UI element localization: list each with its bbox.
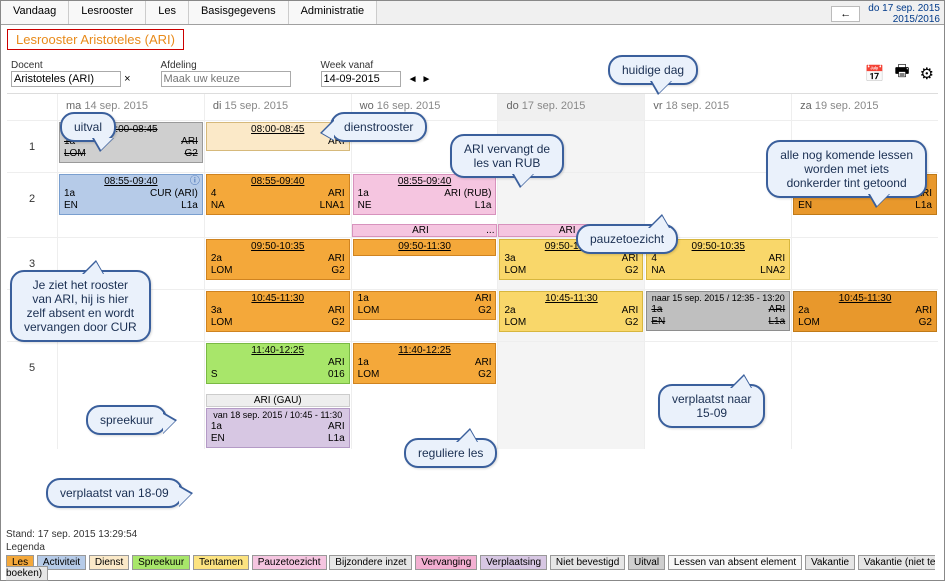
timetable-cell: [791, 238, 938, 289]
clear-docent-icon[interactable]: ×: [124, 73, 130, 85]
calendar-icon[interactable]: 📅: [865, 64, 885, 84]
legend-swatch: Niet bevestigd: [550, 555, 625, 570]
menu-tab-lesrooster[interactable]: Lesrooster: [69, 1, 146, 24]
legend-swatch: Tentamen: [193, 555, 249, 570]
day-header-row: ma 14 sep. 2015 di 15 sep. 2015 wo 16 se…: [7, 94, 938, 120]
week-input[interactable]: [321, 71, 401, 87]
legend-swatch: Uitval: [628, 555, 665, 570]
legend: Legenda Les Activiteit Dienst Spreekuur …: [6, 542, 939, 579]
settings-gear-icon[interactable]: ⚙: [920, 64, 934, 84]
afdeling-select[interactable]: [161, 71, 291, 87]
timetable-cell: 09:50-10:352aARILOMG2: [204, 238, 351, 289]
info-icon[interactable]: ⓘ: [190, 176, 200, 188]
period-number: 1: [7, 121, 57, 172]
timetable-cell: 10:45-11:302aARILOMG2: [497, 290, 644, 341]
timetable-row: 5 11:40-12:25ARIS01611:40-12:251aARILOMG2: [7, 341, 938, 393]
timetable-cell: [57, 342, 204, 393]
header-date: do 17 sep. 2015: [868, 3, 940, 14]
callout-uitval: uitval: [60, 112, 116, 142]
period-number: 5: [7, 342, 57, 393]
timetable-cell: 11:40-12:25ARIS016: [204, 342, 351, 393]
menu-tab-vandaag[interactable]: Vandaag: [1, 1, 69, 24]
lesson[interactable]: 08:55-09:401aARI (RUB)NEL1a: [353, 174, 497, 215]
legend-swatch: Lessen van absent element: [668, 555, 802, 570]
lesson[interactable]: 09:50-10:352aARILOMG2: [206, 239, 350, 280]
docent-input[interactable]: [11, 71, 121, 87]
legend-swatch: Dienst: [89, 555, 129, 570]
callout-huidigedag: huidige dag: [608, 55, 698, 85]
afdeling-label: Afdeling: [161, 60, 291, 71]
legend-swatch: Vervanging: [415, 555, 477, 570]
menu-tab-basisgegevens[interactable]: Basisgegevens: [189, 1, 289, 24]
legend-label: Legenda: [6, 542, 45, 553]
lesson[interactable]: 11:40-12:251aARILOMG2: [353, 343, 497, 384]
back-button[interactable]: ←: [831, 6, 860, 22]
print-icon[interactable]: 🖶: [895, 60, 910, 87]
lesson[interactable]: 09:50-11:30: [353, 239, 497, 256]
lesson[interactable]: 10:45-11:302aARILOMG2: [499, 291, 643, 332]
callout-arivervangt: ARI vervangt de les van RUB: [450, 134, 564, 178]
timetable-cell: naar 15 sep. 2015 / 12:35 - 13:201aARIEN…: [644, 290, 791, 341]
day-header-do: do 17 sep. 2015: [497, 94, 644, 120]
top-menu: Vandaag Lesrooster Les Basisgegevens Adm…: [1, 1, 944, 25]
timetable-cell: 08:55-09:401aARI (RUB)NEL1a: [351, 173, 498, 224]
lesson[interactable]: 10:45-11:302aARILOMG2: [793, 291, 937, 332]
timestamp: Stand: 17 sep. 2015 13:29:54: [6, 529, 939, 540]
timetable-cell: 1aARILOMG2: [351, 290, 498, 341]
callout-reguliere: reguliere les: [404, 438, 497, 468]
footer: Stand: 17 sep. 2015 13:29:54 Legenda Les…: [6, 529, 939, 579]
day-header-za: za 19 sep. 2015: [791, 94, 938, 120]
timetable-cell: 10:45-11:302aARILOMG2: [791, 290, 938, 341]
week-next-icon[interactable]: ►: [421, 74, 431, 85]
day-header-di: di 15 sep. 2015: [204, 94, 351, 120]
callout-spreekuur: spreekuur: [86, 405, 167, 435]
pause-bar: ARI... ARI...: [7, 224, 938, 237]
lesson[interactable]: 08:55-09:404ARINALNA1: [206, 174, 350, 215]
callout-jeziet: Je ziet het rooster van ARI, hij is hier…: [10, 270, 151, 342]
legend-swatch: Pauzetoezicht: [252, 555, 327, 570]
callout-verplaatstnaar: verplaatst naar 15-09: [658, 384, 765, 428]
lesson[interactable]: 1aARILOMG2: [353, 291, 497, 320]
lesson[interactable]: ⓘ08:55-09:401aCUR (ARI)ENL1a: [59, 174, 203, 215]
lesson[interactable]: 11:40-12:25ARIS016: [206, 343, 350, 384]
header-year: 2015/2016: [868, 14, 940, 25]
timetable-cell: [791, 342, 938, 393]
timetable-cell: 09:50-11:30: [351, 238, 498, 289]
header-date-info: ← do 17 sep. 2015 2015/2016: [831, 3, 940, 25]
menu-tab-administratie[interactable]: Administratie: [289, 1, 378, 24]
day-header-vr: vr 18 sep. 2015: [644, 94, 791, 120]
lesson[interactable]: naar 15 sep. 2015 / 12:35 - 13:201aARIEN…: [646, 291, 790, 331]
docent-label: Docent: [11, 60, 131, 71]
lesson[interactable]: van 18 sep. 2015 / 10:45 - 11:301aARIENL…: [206, 408, 350, 448]
legend-swatch: Spreekuur: [132, 555, 190, 570]
timetable-cell: [497, 342, 644, 393]
legend-swatch: Bijzondere inzet: [329, 555, 412, 570]
week-label: Week vanaf: [321, 60, 432, 71]
page-title: Lesrooster Aristoteles (ARI): [7, 29, 184, 50]
filter-controls: Docent × Afdeling Week vanaf ◄ ► 📅 🖶 ⚙: [1, 54, 944, 91]
timetable-cell: 11:40-12:251aARILOMG2: [351, 342, 498, 393]
pause-wo[interactable]: ARI...: [352, 224, 498, 237]
callout-verplaatstvan: verplaatst van 18-09: [46, 478, 183, 508]
timetable-cell: 08:55-09:404ARINALNA1: [204, 173, 351, 224]
period-number: 2: [7, 173, 57, 224]
timetable-cell: 10:45-11:303aARILOMG2: [204, 290, 351, 341]
callout-dienstrooster: dienstrooster: [330, 112, 427, 142]
menu-tab-les[interactable]: Les: [146, 1, 189, 24]
legend-swatch: Vakantie: [805, 555, 855, 570]
callout-pauze: pauzetoezicht: [576, 224, 678, 254]
extra-di-header: ARI (GAU): [206, 394, 350, 407]
callout-allefuture: alle nog komende lessen worden met iets …: [766, 140, 927, 198]
title-bar: Lesrooster Aristoteles (ARI): [1, 25, 944, 54]
legend-swatch: Verplaatsing: [480, 555, 547, 570]
week-prev-icon[interactable]: ◄: [408, 74, 418, 85]
timetable-cell: ⓘ08:55-09:401aCUR (ARI)ENL1a: [57, 173, 204, 224]
lesson[interactable]: 10:45-11:303aARILOMG2: [206, 291, 350, 332]
